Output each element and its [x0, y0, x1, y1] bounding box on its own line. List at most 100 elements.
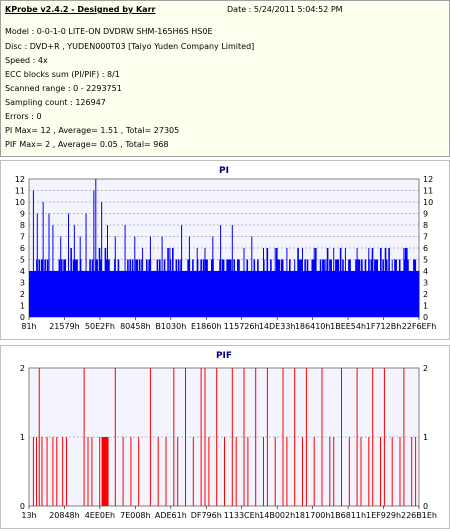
pif-bar: [243, 368, 245, 506]
pi-bar: [367, 271, 369, 317]
pi-bar: [160, 271, 162, 317]
pi-bar: [376, 259, 379, 317]
pi-bar: [29, 271, 31, 317]
pi-bar: [355, 259, 357, 317]
pi-bar: [241, 271, 244, 317]
pi-bar: [255, 271, 258, 317]
pi-bar: [305, 271, 308, 317]
pif-bar: [173, 368, 175, 506]
pi-bar: [385, 259, 388, 317]
pi-bar: [135, 259, 137, 317]
pi-bar: [351, 271, 354, 317]
pi-peak-bar: [391, 259, 393, 317]
pi-peak-bar: [274, 248, 276, 317]
pi-bar: [91, 259, 94, 317]
pi-peak-bar: [107, 225, 108, 317]
pi-bar: [417, 271, 420, 317]
pi-bar: [116, 271, 119, 317]
pi-bar: [44, 259, 46, 317]
pi-bar: [369, 271, 371, 317]
pi-bar: [260, 271, 263, 317]
pif-bar: [266, 368, 268, 506]
pi-bar: [370, 259, 373, 317]
pi-bar: [94, 271, 96, 317]
pi-bar: [86, 271, 89, 317]
pif-bar: [138, 437, 140, 506]
pif-bar: [36, 437, 38, 506]
pi-bar: [240, 271, 243, 317]
pi-bar: [382, 259, 384, 317]
pi-bar: [286, 271, 289, 317]
pi-peak-bar: [415, 259, 417, 317]
pif-bar: [149, 368, 151, 506]
pi-bar: [72, 259, 75, 317]
pi-peak-bar: [251, 236, 253, 317]
pi-bar: [250, 271, 252, 317]
pif-bar: [165, 437, 167, 506]
pi-bar: [252, 271, 254, 317]
pi-peak-bar: [188, 236, 190, 317]
pi-bar: [338, 271, 341, 317]
pi-bar: [148, 259, 150, 317]
pi-peak-bar: [325, 259, 327, 317]
pi-bar: [164, 271, 167, 317]
pi-bar: [225, 271, 227, 317]
pif-bar: [305, 368, 307, 506]
pi-bar: [65, 271, 68, 317]
pi-bar: [330, 259, 332, 317]
pi-peak-bar: [149, 236, 151, 317]
pi-bar: [219, 259, 221, 317]
pi-bar: [96, 259, 98, 317]
pi-bar: [121, 271, 123, 317]
y-tick-label-right: 12: [423, 175, 433, 184]
y-tick-label-right: 4: [423, 267, 428, 276]
pi-bar: [312, 259, 315, 317]
y-tick-label-right: 7: [423, 233, 428, 242]
pi-bar: [245, 271, 247, 317]
pi-bar: [401, 271, 403, 317]
pi-bar: [398, 259, 401, 317]
x-tick-label: 13h: [21, 511, 36, 520]
pif-bar: [348, 437, 350, 506]
pi-bar: [228, 259, 231, 317]
pi-peak-bar: [204, 248, 206, 317]
pi-bar: [404, 248, 407, 317]
pi-bar: [131, 259, 134, 317]
pif-bar: [130, 437, 132, 506]
pi-bar: [103, 271, 106, 317]
pi-bar: [315, 248, 317, 317]
pi-bar: [51, 271, 54, 317]
pi-peak-bar: [161, 236, 163, 317]
pi-bar: [297, 248, 299, 317]
pi-peak-bar: [333, 248, 335, 317]
pi-bar: [309, 271, 311, 317]
pi-peak-bar: [294, 259, 296, 317]
pi-bar: [127, 259, 129, 317]
pi-bar: [170, 271, 173, 317]
pi-bar: [318, 271, 321, 317]
app-title: KProbe v2.4.2 - Designed by Karr: [5, 5, 156, 14]
pif-bar: [46, 437, 48, 506]
pi-bar: [352, 271, 355, 317]
pi-bar: [140, 271, 142, 317]
pif-bar: [329, 437, 331, 506]
pi-bar: [122, 271, 124, 317]
pi-bar: [83, 271, 85, 317]
pi-bar: [261, 271, 264, 317]
pi-bar: [285, 271, 288, 317]
pi-bar: [133, 271, 135, 317]
pi-bar: [331, 271, 334, 317]
x-tick-label: ADE61h: [155, 511, 187, 520]
pi-bar: [303, 271, 305, 317]
pi-bar: [378, 271, 381, 317]
pi-bar: [322, 259, 324, 317]
pi-peak-bar: [356, 248, 358, 317]
pi-bar: [163, 259, 166, 317]
pi-bar: [50, 271, 52, 317]
pi-bar: [142, 271, 145, 317]
pif-bar: [313, 437, 315, 506]
y-tick-label-right: 1: [423, 433, 428, 442]
pif-bar: [200, 368, 202, 506]
pi-peak-bar: [302, 248, 303, 317]
pi-bar: [284, 271, 286, 317]
